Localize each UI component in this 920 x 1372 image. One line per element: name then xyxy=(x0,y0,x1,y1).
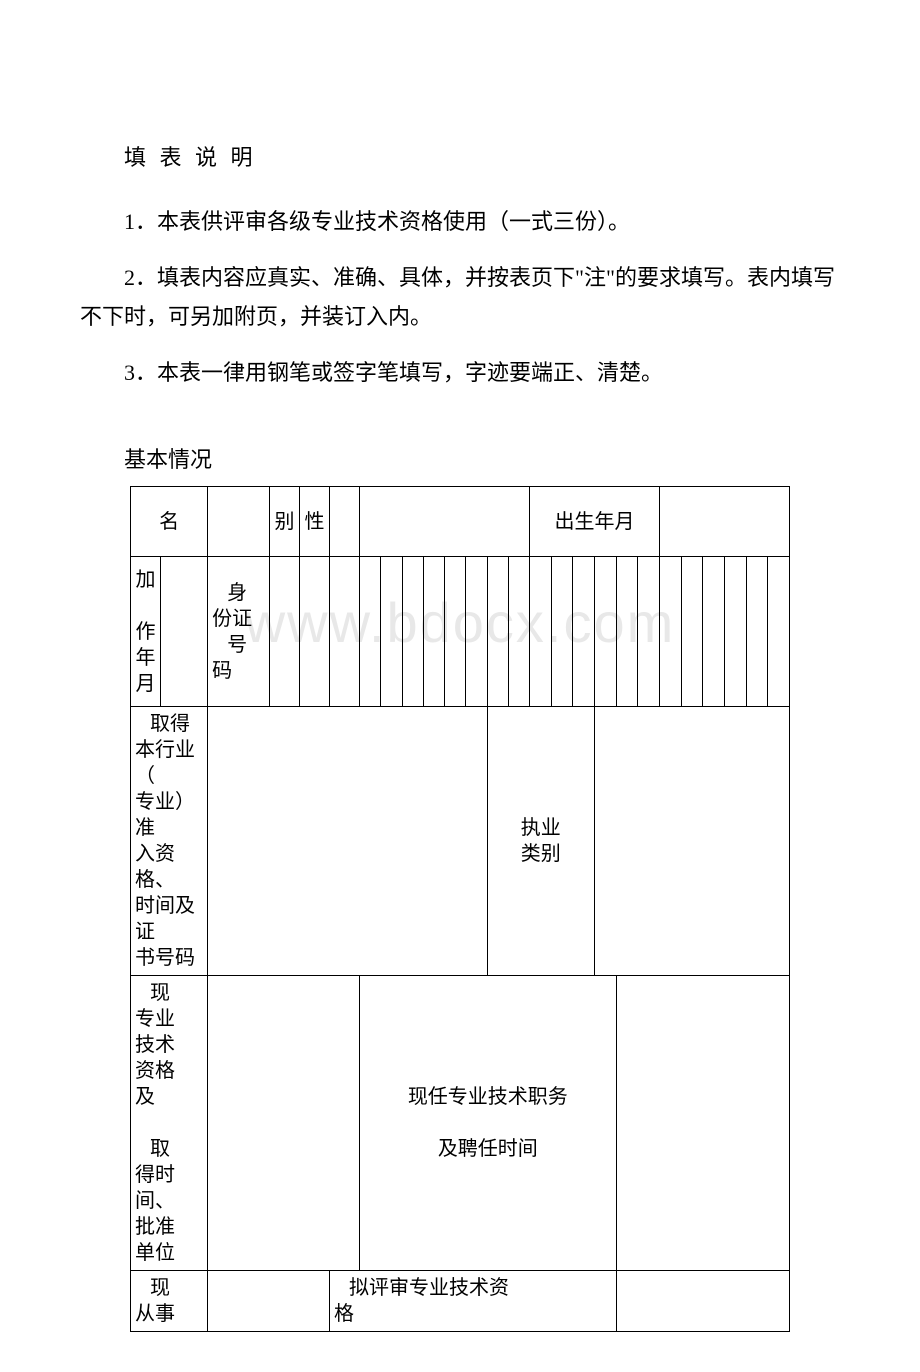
id-digit xyxy=(487,557,508,707)
current-qual-label: 现专业技术资格及 取得时间、批准单位 xyxy=(131,976,208,1271)
id-digit xyxy=(300,557,330,707)
id-digit xyxy=(703,557,725,707)
industry-qual-value xyxy=(208,707,487,976)
gender-value xyxy=(330,487,360,557)
section-title: 基本情况 xyxy=(80,442,840,474)
current-work-label: 现从事 xyxy=(131,1271,208,1332)
review-qual-label: 拟评审专业技术资格 xyxy=(330,1271,617,1332)
review-qual-value xyxy=(616,1271,789,1332)
id-digit xyxy=(423,557,444,707)
id-digit xyxy=(530,557,552,707)
id-digit xyxy=(508,557,529,707)
id-digit xyxy=(551,557,573,707)
current-position-label: 现任专业技术职务及聘任时间 xyxy=(360,976,617,1271)
id-digit xyxy=(381,557,402,707)
table-row: 现从事 拟评审专业技术资格 xyxy=(131,1271,790,1332)
id-digit xyxy=(330,557,360,707)
practice-type-value xyxy=(594,707,789,976)
instructions-section: 填 表 说 明 1．本表供评审各级专业技术资格使用（一式三份）。 2．填表内容应… xyxy=(80,140,840,392)
work-year-value xyxy=(161,557,208,707)
instruction-item-3: 3．本表一律用钢笔或签字笔填写，字迹要端正、清楚。 xyxy=(80,353,840,393)
industry-qual-label: 取得本行业（专业）准入资格、时间及证书号码 xyxy=(131,707,208,976)
instructions-title: 填 表 说 明 xyxy=(80,140,840,172)
basic-info-table: 名 别 性 出生年月 加作年月 身份证 号码 xyxy=(130,486,790,1332)
id-digit xyxy=(402,557,423,707)
id-digit xyxy=(746,557,768,707)
id-label: 身份证 号码 xyxy=(208,557,270,707)
current-qual-value xyxy=(208,976,360,1271)
work-year-label: 加作年月 xyxy=(131,557,161,707)
id-digit xyxy=(660,557,682,707)
gender-label-1: 别 xyxy=(270,487,300,557)
table-row: 加作年月 身份证 号码 xyxy=(131,557,790,707)
gender-label-2: 性 xyxy=(300,487,330,557)
id-digit xyxy=(768,557,790,707)
birth-value xyxy=(660,487,790,557)
id-digit xyxy=(638,557,660,707)
current-work-value xyxy=(208,1271,330,1332)
current-position-value xyxy=(616,976,789,1271)
birth-label: 出生年月 xyxy=(530,487,660,557)
empty-cell xyxy=(360,487,530,557)
name-label: 名 xyxy=(131,487,208,557)
id-digit xyxy=(681,557,703,707)
id-digit xyxy=(724,557,746,707)
page-content: 填 表 说 明 1．本表供评审各级专业技术资格使用（一式三份）。 2．填表内容应… xyxy=(80,140,840,1332)
id-digit xyxy=(573,557,595,707)
instruction-item-1: 1．本表供评审各级专业技术资格使用（一式三份）。 xyxy=(80,202,840,242)
name-value xyxy=(208,487,270,557)
table-row: 取得本行业（专业）准入资格、时间及证书号码 执业类别 xyxy=(131,707,790,976)
id-digit xyxy=(466,557,487,707)
instruction-item-2: 2．填表内容应真实、准确、具体，并按表页下"注"的要求填写。表内填写不下时，可另… xyxy=(80,258,840,337)
practice-type-label: 执业类别 xyxy=(487,707,594,976)
id-digit xyxy=(360,557,381,707)
id-digit xyxy=(594,557,616,707)
table-row: 现专业技术资格及 取得时间、批准单位 现任专业技术职务及聘任时间 xyxy=(131,976,790,1271)
id-digit xyxy=(270,557,300,707)
table-row: 名 别 性 出生年月 xyxy=(131,487,790,557)
id-digit xyxy=(445,557,466,707)
id-digit xyxy=(616,557,638,707)
